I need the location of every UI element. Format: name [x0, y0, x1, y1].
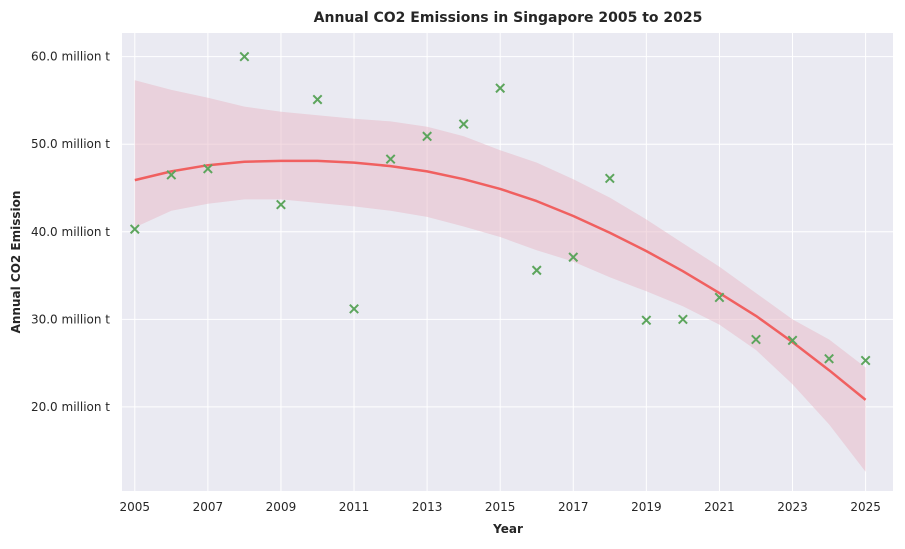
x-tick-label: 2017 — [558, 500, 589, 514]
data-point — [312, 94, 323, 105]
x-tick-label: 2011 — [339, 500, 370, 514]
data-point — [531, 265, 542, 276]
data-point — [239, 51, 250, 62]
x-tick-label: 2009 — [266, 500, 297, 514]
y-axis-label: Annual CO2 Emission — [9, 191, 23, 334]
y-tick-label: 20.0 million t — [31, 400, 110, 414]
data-point — [604, 173, 615, 184]
data-point — [641, 315, 652, 326]
data-point — [568, 252, 579, 263]
confidence-band — [134, 80, 866, 472]
y-axis-ticks: 20.0 million t 30.0 million t 40.0 million… — [31, 50, 110, 414]
x-tick-label: 2023 — [777, 500, 808, 514]
x-tick-label: 2021 — [704, 500, 735, 514]
x-axis-label: Year — [492, 522, 523, 536]
x-tick-label: 2013 — [412, 500, 443, 514]
confidence-band-layer — [134, 80, 866, 472]
data-point — [458, 119, 469, 129]
chart-title: Annual CO2 Emissions in Singapore 2005 t… — [314, 10, 703, 26]
data-point — [714, 292, 725, 303]
fit-line — [134, 159, 867, 401]
data-point — [677, 314, 688, 325]
data-point — [202, 163, 213, 174]
data-point — [422, 131, 433, 142]
y-tick-label: 60.0 million t — [31, 50, 110, 64]
y-tick-label: 30.0 million t — [31, 312, 110, 326]
data-points-layer — [129, 51, 871, 366]
data-point — [166, 169, 177, 180]
x-tick-label: 2025 — [850, 500, 881, 514]
x-tick-label: 2005 — [120, 500, 151, 514]
data-point — [349, 303, 359, 314]
plot-background — [122, 33, 893, 491]
x-tick-label: 2015 — [485, 500, 516, 514]
x-axis-ticks: 2005 2007 2009 2011 2013 2015 2017 2019 2021 2023… — [120, 500, 881, 514]
data-point — [495, 83, 506, 94]
y-tick-label: 50.0 million t — [31, 137, 110, 151]
y-tick-label: 40.0 million t — [31, 225, 110, 239]
data-point — [385, 154, 396, 165]
data-point — [129, 224, 140, 235]
fit-line-layer — [134, 159, 867, 401]
data-point — [751, 334, 761, 345]
data-point — [860, 355, 871, 366]
data-point — [787, 335, 798, 346]
data-point — [276, 199, 286, 210]
x-tick-label: 2019 — [631, 500, 662, 514]
data-point — [824, 353, 834, 364]
x-tick-label: 2007 — [193, 500, 224, 514]
